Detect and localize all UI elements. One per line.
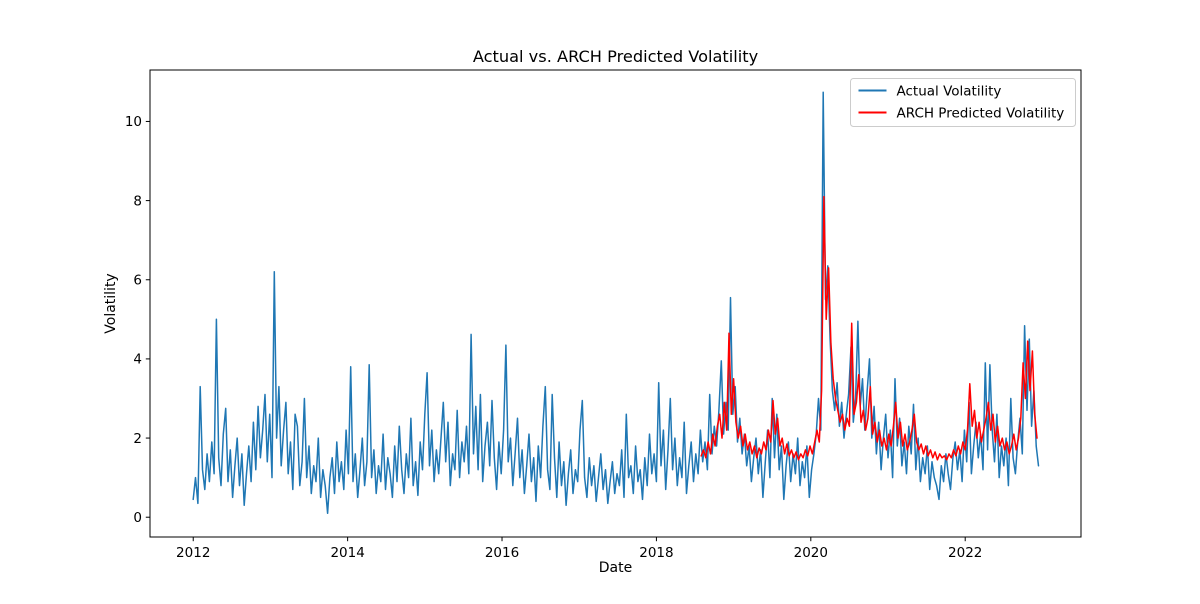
x-tick-label: 2014 — [330, 545, 364, 561]
legend-label-arch: ARCH Predicted Volatility — [897, 105, 1065, 121]
x-axis-label: Date — [599, 560, 632, 576]
actual-volatility-line — [192, 91, 1040, 515]
axis-ticks: 2012 2014 2016 2018 2020 2022 0 2 4 6 8 10 — [125, 114, 983, 561]
x-tick-label: 2022 — [948, 545, 982, 561]
y-tick-label: 6 — [133, 273, 142, 289]
y-tick-label: 0 — [133, 510, 142, 526]
x-tick-label: 2012 — [176, 545, 210, 561]
series-lines — [192, 91, 1040, 515]
x-tick-label: 2018 — [639, 545, 673, 561]
y-axis-label: Volatility — [103, 273, 119, 333]
y-tick-label: 2 — [133, 431, 142, 447]
legend-box — [850, 78, 1076, 127]
x-tick-label: 2020 — [794, 545, 828, 561]
y-tick-label: 8 — [133, 193, 142, 209]
arch-predicted-volatility-line — [700, 195, 1038, 461]
y-tick-label: 4 — [133, 352, 142, 368]
chart-title: Actual vs. ARCH Predicted Volatility — [473, 47, 759, 66]
legend: Actual Volatility ARCH Predicted Volatili… — [850, 78, 1076, 127]
x-tick-label: 2016 — [485, 545, 519, 561]
legend-label-actual: Actual Volatility — [897, 83, 1002, 99]
y-tick-label: 10 — [125, 114, 142, 130]
